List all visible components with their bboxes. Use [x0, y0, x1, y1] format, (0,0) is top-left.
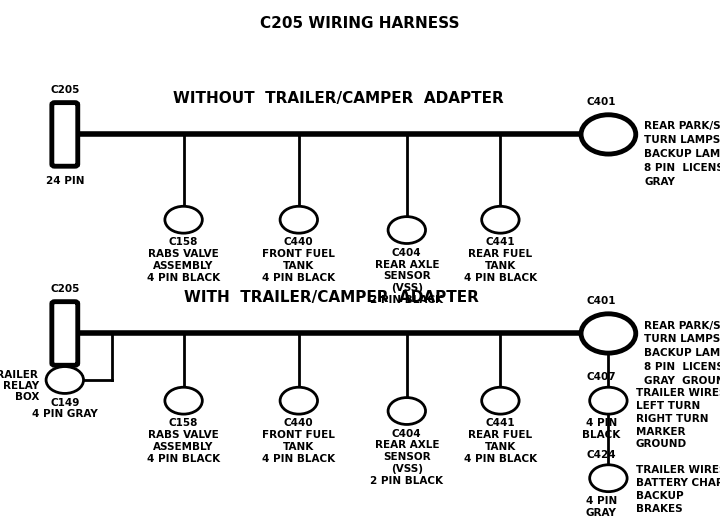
Circle shape	[388, 217, 426, 244]
Text: TURN LAMPS: TURN LAMPS	[644, 334, 720, 344]
Text: FRONT FUEL: FRONT FUEL	[262, 430, 336, 440]
Text: SENSOR: SENSOR	[383, 452, 431, 462]
Text: 8 PIN  LICENSE LAMPS: 8 PIN LICENSE LAMPS	[644, 362, 720, 372]
Text: C149: C149	[50, 398, 79, 407]
Text: REAR FUEL: REAR FUEL	[468, 249, 533, 259]
Text: RABS VALVE: RABS VALVE	[148, 249, 219, 259]
Text: C440: C440	[284, 237, 314, 247]
Text: 4 PIN BLACK: 4 PIN BLACK	[147, 273, 220, 283]
Text: FRONT FUEL: FRONT FUEL	[262, 249, 336, 259]
Text: TANK: TANK	[283, 261, 315, 271]
FancyBboxPatch shape	[52, 302, 78, 365]
Text: C440: C440	[284, 418, 314, 428]
Text: 4 PIN BLACK: 4 PIN BLACK	[147, 454, 220, 464]
Text: ASSEMBLY: ASSEMBLY	[153, 442, 214, 452]
Text: 4 PIN BLACK: 4 PIN BLACK	[464, 273, 537, 283]
Text: GRAY: GRAY	[586, 508, 616, 517]
Text: REAR AXLE: REAR AXLE	[374, 440, 439, 450]
Text: REAR AXLE: REAR AXLE	[374, 260, 439, 269]
Text: C205: C205	[50, 85, 79, 95]
Text: 4 PIN: 4 PIN	[585, 418, 617, 428]
Text: MARKER: MARKER	[636, 427, 685, 436]
Text: BRAKES: BRAKES	[636, 504, 683, 514]
Text: C158: C158	[169, 237, 198, 247]
Text: BOX: BOX	[14, 392, 39, 402]
Text: BATTERY CHARGE: BATTERY CHARGE	[636, 478, 720, 488]
Text: SENSOR: SENSOR	[383, 271, 431, 281]
Text: 2 PIN BLACK: 2 PIN BLACK	[370, 295, 444, 305]
Circle shape	[581, 314, 636, 353]
Text: C158: C158	[169, 418, 198, 428]
Text: REAR FUEL: REAR FUEL	[468, 430, 533, 440]
Text: TRAILER: TRAILER	[0, 370, 39, 379]
Text: (VSS): (VSS)	[391, 464, 423, 474]
Text: GRAY  GROUND: GRAY GROUND	[644, 376, 720, 386]
Text: 4 PIN GRAY: 4 PIN GRAY	[32, 409, 98, 419]
Text: (VSS): (VSS)	[391, 283, 423, 293]
Text: WITH  TRAILER/CAMPER  ADAPTER: WITH TRAILER/CAMPER ADAPTER	[184, 290, 479, 305]
Text: C205: C205	[50, 284, 79, 295]
Text: C401: C401	[587, 97, 616, 107]
Text: C404: C404	[392, 248, 422, 257]
Text: C441: C441	[485, 418, 516, 428]
Text: C407: C407	[586, 372, 616, 382]
Text: 2 PIN BLACK: 2 PIN BLACK	[370, 476, 444, 486]
Circle shape	[590, 387, 627, 414]
Text: ASSEMBLY: ASSEMBLY	[153, 261, 214, 271]
Circle shape	[165, 387, 202, 414]
Text: 4 PIN BLACK: 4 PIN BLACK	[262, 454, 336, 464]
Text: 4 PIN BLACK: 4 PIN BLACK	[464, 454, 537, 464]
Text: TANK: TANK	[485, 442, 516, 452]
Text: BACKUP LAMPS: BACKUP LAMPS	[644, 149, 720, 159]
Text: 4 PIN BLACK: 4 PIN BLACK	[262, 273, 336, 283]
Text: BACKUP: BACKUP	[636, 491, 683, 501]
Text: C401: C401	[587, 296, 616, 306]
Text: RIGHT TURN: RIGHT TURN	[636, 414, 708, 423]
Circle shape	[482, 206, 519, 233]
Circle shape	[165, 206, 202, 233]
Text: TRAILER WIRES: TRAILER WIRES	[636, 465, 720, 475]
Circle shape	[280, 387, 318, 414]
Text: C424: C424	[586, 450, 616, 460]
Text: TURN LAMPS: TURN LAMPS	[644, 135, 720, 145]
Text: RELAY: RELAY	[3, 381, 39, 391]
Text: GRAY: GRAY	[644, 177, 675, 187]
Text: BACKUP LAMPS: BACKUP LAMPS	[644, 348, 720, 358]
Text: WITHOUT  TRAILER/CAMPER  ADAPTER: WITHOUT TRAILER/CAMPER ADAPTER	[173, 90, 504, 106]
Circle shape	[590, 465, 627, 492]
Text: GROUND: GROUND	[636, 439, 687, 449]
Text: C404: C404	[392, 429, 422, 438]
Circle shape	[280, 206, 318, 233]
Text: BLACK: BLACK	[582, 430, 621, 440]
Text: RABS VALVE: RABS VALVE	[148, 430, 219, 440]
Circle shape	[482, 387, 519, 414]
Text: 24 PIN: 24 PIN	[45, 176, 84, 186]
Text: REAR PARK/STOP: REAR PARK/STOP	[644, 321, 720, 330]
FancyBboxPatch shape	[52, 102, 78, 166]
Text: 8 PIN  LICENSE LAMPS: 8 PIN LICENSE LAMPS	[644, 163, 720, 173]
Text: 24 PIN: 24 PIN	[45, 374, 84, 385]
Text: TRAILER WIRES: TRAILER WIRES	[636, 388, 720, 398]
Circle shape	[46, 367, 84, 393]
Text: REAR PARK/STOP: REAR PARK/STOP	[644, 121, 720, 131]
Text: TANK: TANK	[485, 261, 516, 271]
Text: TANK: TANK	[283, 442, 315, 452]
Text: C441: C441	[485, 237, 516, 247]
Text: LEFT TURN: LEFT TURN	[636, 401, 700, 410]
Text: 4 PIN: 4 PIN	[585, 496, 617, 506]
Text: C205 WIRING HARNESS: C205 WIRING HARNESS	[260, 16, 460, 31]
Circle shape	[581, 115, 636, 154]
Circle shape	[388, 398, 426, 424]
